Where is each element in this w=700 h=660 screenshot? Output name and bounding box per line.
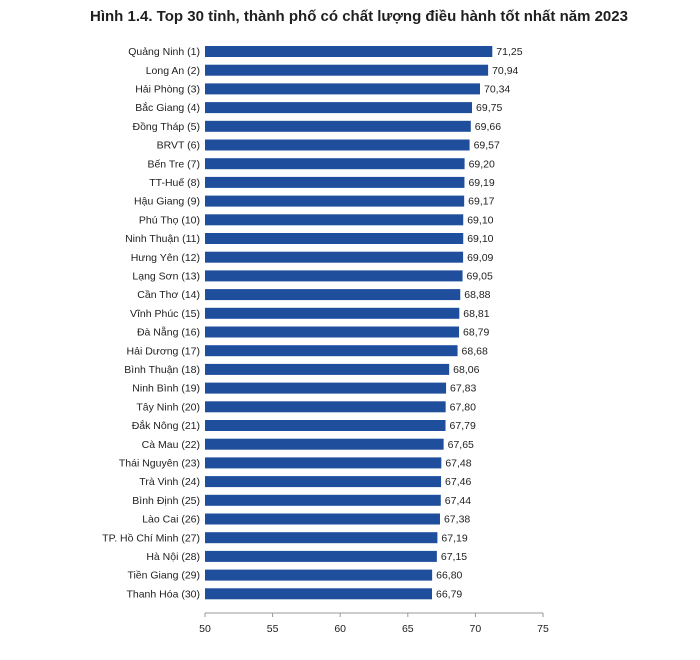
value-label: 69,10 bbox=[467, 214, 493, 226]
value-label: 69,19 bbox=[468, 177, 494, 189]
bar bbox=[205, 102, 473, 114]
category-label: Đà Nẵng (16) bbox=[137, 326, 200, 339]
value-label: 69,09 bbox=[467, 252, 493, 264]
bar bbox=[205, 251, 464, 263]
category-label: Đồng Tháp (5) bbox=[132, 121, 200, 133]
value-label: 67,19 bbox=[441, 532, 467, 544]
bar bbox=[205, 532, 438, 544]
bar bbox=[205, 476, 442, 488]
category-label: Thanh Hóa (30) bbox=[126, 588, 200, 600]
x-tick-label: 75 bbox=[537, 623, 549, 635]
bar bbox=[205, 289, 461, 301]
category-label: Long An (2) bbox=[146, 65, 200, 77]
value-label: 67,65 bbox=[448, 439, 474, 451]
value-label: 69,66 bbox=[475, 121, 501, 133]
category-label: TT-Huế (8) bbox=[149, 177, 200, 189]
value-label: 68,68 bbox=[462, 345, 488, 357]
bar bbox=[205, 588, 433, 600]
x-tick-label: 70 bbox=[470, 623, 482, 635]
category-label: Ninh Bình (19) bbox=[132, 383, 200, 395]
bar bbox=[205, 307, 460, 319]
category-label: Cần Thơ (14) bbox=[137, 289, 200, 301]
category-label: Tây Ninh (20) bbox=[136, 401, 200, 413]
bar bbox=[205, 214, 464, 226]
bar bbox=[205, 120, 471, 132]
value-label: 66,79 bbox=[436, 588, 462, 600]
bar bbox=[205, 139, 470, 151]
value-label: 69,05 bbox=[467, 271, 493, 283]
bar bbox=[205, 46, 493, 57]
value-label: 67,38 bbox=[444, 514, 470, 526]
value-label: 70,94 bbox=[492, 65, 518, 77]
bar bbox=[205, 64, 489, 76]
value-label: 69,20 bbox=[469, 158, 495, 170]
category-label: Lào Cai (26) bbox=[142, 514, 200, 526]
category-label: Bình Thuận (18) bbox=[124, 364, 200, 376]
value-label: 69,10 bbox=[467, 233, 493, 245]
category-label: BRVT (6) bbox=[157, 140, 200, 152]
value-label: 67,83 bbox=[450, 383, 476, 395]
category-label: Bình Định (25) bbox=[132, 495, 200, 507]
value-label: 68,79 bbox=[463, 327, 489, 339]
bar bbox=[205, 176, 465, 188]
bar bbox=[205, 401, 446, 413]
category-label: Ninh Thuận (11) bbox=[125, 233, 200, 245]
value-label: 67,80 bbox=[450, 401, 476, 413]
category-label: Lạng Sơn (13) bbox=[132, 271, 200, 283]
category-label: TP. Hồ Chí Minh (27) bbox=[102, 532, 200, 544]
bar bbox=[205, 569, 433, 581]
chart-title: Hình 1.4. Top 30 tỉnh, thành phố có chất… bbox=[90, 8, 628, 25]
value-label: 68,81 bbox=[463, 308, 489, 320]
bar bbox=[205, 550, 437, 562]
bar bbox=[205, 363, 450, 375]
bar bbox=[205, 195, 465, 207]
value-label: 69,75 bbox=[476, 102, 502, 114]
category-label: Cà Mau (22) bbox=[142, 439, 200, 451]
value-label: 67,15 bbox=[441, 551, 467, 563]
bar bbox=[205, 513, 440, 525]
value-label: 69,17 bbox=[468, 196, 494, 208]
x-tick-label: 55 bbox=[267, 623, 279, 635]
value-label: 69,57 bbox=[474, 140, 500, 152]
category-label: Phú Thọ (10) bbox=[139, 214, 200, 226]
category-label: Vĩnh Phúc (15) bbox=[130, 308, 200, 320]
bar bbox=[205, 158, 465, 170]
category-label: Bắc Giang (4) bbox=[135, 101, 200, 114]
category-label: Thái Nguyên (23) bbox=[119, 458, 200, 470]
value-label: 68,06 bbox=[453, 364, 479, 376]
bar bbox=[205, 382, 447, 394]
bar bbox=[205, 270, 463, 282]
bar bbox=[205, 233, 464, 244]
value-label: 71,25 bbox=[496, 46, 522, 58]
value-label: 67,46 bbox=[445, 476, 471, 488]
category-label: Quảng Ninh (1) bbox=[128, 46, 200, 58]
value-label: 67,79 bbox=[450, 420, 476, 432]
category-label: Hưng Yên (12) bbox=[131, 252, 200, 264]
bar bbox=[205, 494, 441, 506]
category-label: Bến Tre (7) bbox=[147, 158, 200, 170]
bar bbox=[205, 438, 444, 450]
value-label: 67,44 bbox=[445, 495, 471, 507]
value-label: 66,80 bbox=[436, 570, 462, 582]
x-tick-label: 60 bbox=[334, 623, 346, 635]
x-tick-label: 65 bbox=[402, 623, 414, 635]
category-label: Tiền Giang (29) bbox=[127, 570, 200, 582]
bar bbox=[205, 83, 480, 95]
bar bbox=[205, 420, 446, 431]
value-label: 67,48 bbox=[445, 458, 471, 470]
x-tick-label: 50 bbox=[199, 623, 211, 635]
category-label: Trà Vinh (24) bbox=[139, 476, 200, 488]
category-label: Đắk Nông (21) bbox=[132, 419, 200, 432]
bar bbox=[205, 457, 442, 469]
category-label: Hậu Giang (9) bbox=[134, 196, 200, 208]
bar bbox=[205, 326, 460, 338]
value-label: 68,88 bbox=[464, 289, 490, 301]
bar bbox=[205, 345, 458, 357]
value-label: 70,34 bbox=[484, 84, 510, 96]
category-label: Hải Dương (17) bbox=[127, 345, 200, 357]
category-label: Hải Phòng (3) bbox=[135, 84, 200, 96]
category-label: Hà Nội (28) bbox=[146, 551, 200, 563]
